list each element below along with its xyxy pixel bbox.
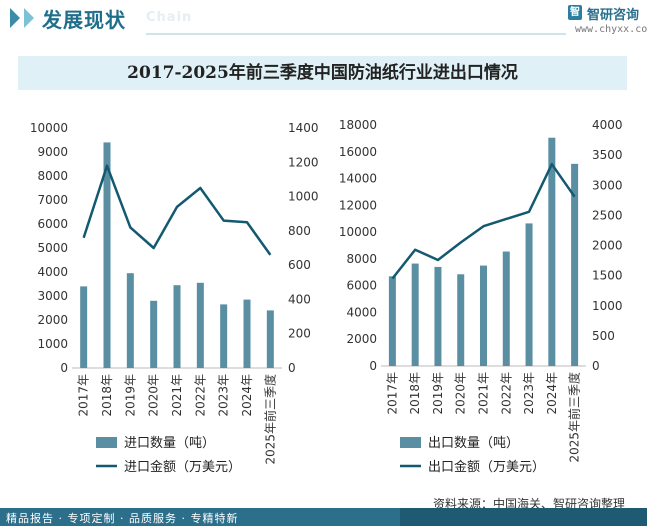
section-subtitle: Chain [146, 10, 193, 25]
y-right-tick-label: 2000 [592, 239, 623, 253]
bar [80, 286, 88, 368]
y-left-tick-label: 12000 [339, 198, 377, 212]
y-left-tick-label: 2000 [346, 332, 377, 346]
y-left-tick-label: 8000 [346, 252, 377, 266]
bar [480, 265, 487, 366]
y-right-tick-label: 600 [288, 258, 311, 272]
bar [457, 274, 465, 366]
bar [434, 266, 442, 366]
y-left-tick-label: 14000 [339, 172, 377, 186]
y-left-tick-label: 0 [60, 361, 68, 375]
y-left-tick-label: 4000 [346, 305, 377, 319]
header-divider [146, 33, 566, 35]
footer-slogan: 精品报告 · 专项定制 · 品质服务 · 专精特新 [6, 512, 239, 525]
brand-url: www.chyxx.com [575, 24, 647, 35]
bar [126, 273, 134, 368]
y-left-tick-label: 5000 [37, 241, 68, 255]
legend-label: 出口数量（吨） [428, 436, 519, 451]
page-footer: 资料来源：中国海关、智研咨询整理 精品报告 · 专项定制 · 品质服务 · 专精… [0, 493, 647, 526]
x-tick-label: 2022年 [193, 374, 207, 417]
y-right-tick-label: 1500 [592, 269, 623, 283]
chart-title-band: 2017-2025年前三季度中国防油纸行业进出口情况 [18, 56, 627, 90]
bar [103, 142, 111, 368]
bar [502, 251, 510, 366]
x-tick-label: 2021年 [477, 372, 491, 415]
y-left-tick-label: 4000 [37, 265, 68, 279]
y-left-tick-label: 18000 [339, 118, 377, 132]
bar [173, 285, 181, 368]
bar [411, 263, 419, 366]
arrow-icon [10, 8, 20, 28]
x-tick-label: 2017年 [77, 374, 91, 417]
y-right-tick-label: 3500 [592, 148, 623, 162]
y-left-tick-label: 1000 [37, 337, 68, 351]
bar [243, 299, 251, 368]
x-tick-label: 2024年 [240, 374, 254, 417]
x-tick-label: 2018年 [408, 372, 422, 415]
y-right-tick-label: 500 [592, 329, 615, 343]
x-tick-label: 2021年 [170, 374, 184, 417]
bar [388, 276, 396, 366]
brand-name: 智研咨询 [587, 8, 640, 23]
y-left-tick-label: 10000 [339, 225, 377, 239]
x-tick-label: 2019年 [123, 374, 137, 417]
y-left-tick-label: 8000 [37, 169, 68, 183]
section-title: 发展现状 [42, 8, 126, 32]
x-tick-label: 2023年 [522, 372, 536, 415]
y-right-tick-label: 1200 [288, 155, 319, 169]
y-left-tick-label: 9000 [37, 145, 68, 159]
x-tick-label: 2025年前三季度 [262, 374, 277, 465]
y-left-tick-label: 16000 [339, 145, 377, 159]
source-note: 资料来源：中国海关、智研咨询整理 [433, 497, 626, 511]
y-right-tick-label: 0 [288, 361, 296, 375]
footer-band-accent [400, 508, 647, 526]
x-tick-label: 2020年 [454, 372, 468, 415]
chart-title: 2017-2025年前三季度中国防油纸行业进出口情况 [127, 63, 518, 83]
y-left-tick-label: 10000 [30, 121, 68, 135]
legend-swatch-bar [400, 437, 421, 448]
y-left-tick-label: 7000 [37, 193, 68, 207]
x-tick-label: 2025年前三季度 [567, 372, 582, 463]
y-right-tick-label: 1400 [288, 121, 319, 135]
arrow-icon [24, 8, 34, 28]
y-right-tick-label: 3000 [592, 178, 623, 192]
x-tick-label: 2022年 [499, 372, 513, 415]
legend-label: 进口金额（万美元） [124, 459, 241, 475]
x-tick-label: 2024年 [545, 372, 559, 415]
y-right-tick-label: 200 [288, 327, 311, 341]
page-header: 发展现状 Chain 智 智研咨询 www.chyxx.com [0, 0, 647, 40]
y-left-tick-label: 0 [369, 359, 377, 373]
legend-label: 出口金额（万美元） [428, 459, 545, 475]
y-right-tick-label: 2500 [592, 208, 623, 222]
y-right-tick-label: 400 [288, 292, 311, 306]
y-left-tick-label: 6000 [346, 279, 377, 293]
y-right-tick-label: 1000 [288, 190, 319, 204]
series-line [391, 162, 576, 280]
bar [548, 137, 556, 366]
y-right-tick-label: 800 [288, 224, 311, 238]
x-tick-label: 2020年 [147, 374, 161, 417]
bar [266, 310, 274, 368]
x-tick-label: 2017年 [385, 372, 399, 415]
legend-swatch-bar [96, 437, 117, 448]
y-right-tick-label: 4000 [592, 118, 623, 132]
y-right-tick-label: 1000 [592, 299, 623, 313]
x-tick-label: 2019年 [431, 372, 445, 415]
bar [150, 300, 158, 368]
bar [571, 163, 579, 366]
bar [220, 304, 228, 368]
x-tick-label: 2023年 [217, 374, 231, 417]
bar [196, 282, 204, 368]
bar [525, 223, 533, 366]
y-left-tick-label: 6000 [37, 217, 68, 231]
legend-label: 进口数量（吨） [124, 436, 215, 451]
x-tick-label: 2018年 [100, 374, 114, 417]
y-left-tick-label: 3000 [37, 289, 68, 303]
y-left-tick-label: 2000 [37, 313, 68, 327]
brand-logo-icon: 智 [568, 5, 582, 20]
series-line [82, 164, 272, 256]
y-right-tick-label: 0 [592, 359, 600, 373]
